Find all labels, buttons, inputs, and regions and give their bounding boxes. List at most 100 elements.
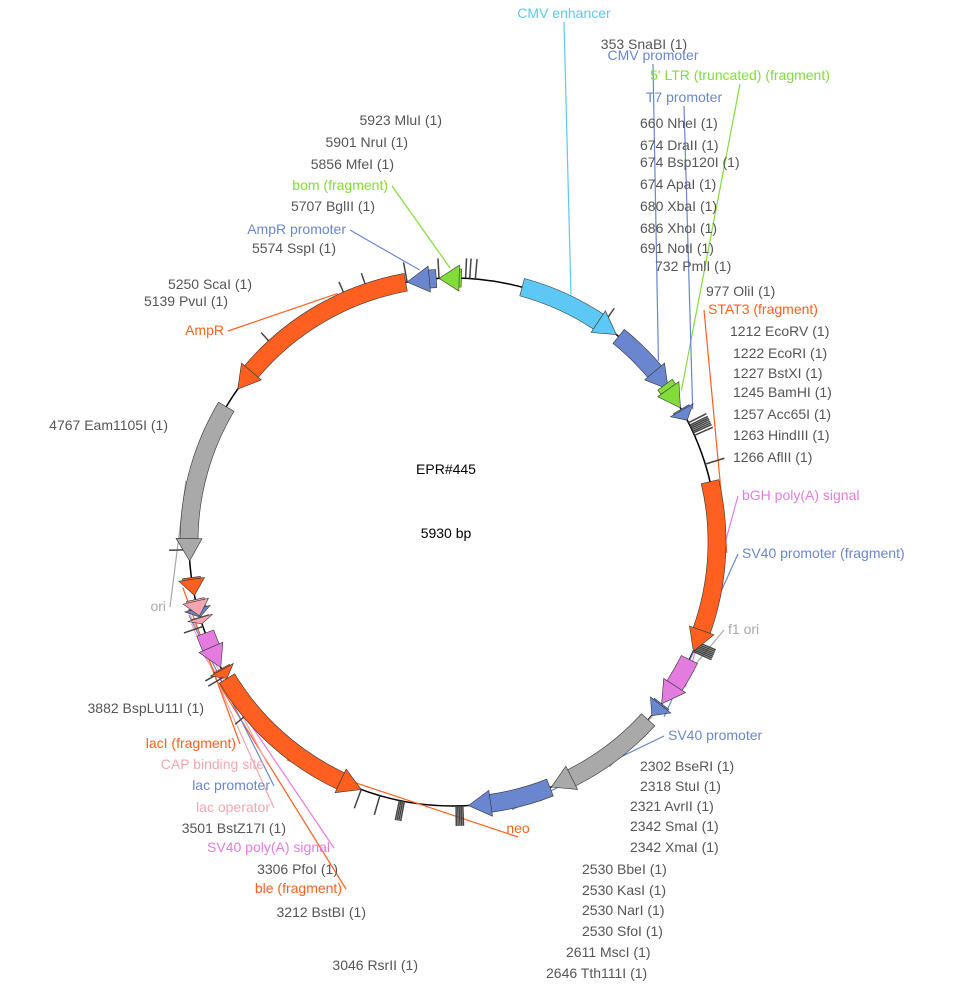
site-label: 5923 MluI (1) xyxy=(360,112,442,128)
feature-label: CMV enhancer xyxy=(517,5,611,21)
site-label: 674 DraII (1) xyxy=(640,137,719,153)
feature-leader-line xyxy=(563,21,572,295)
site-label: 1245 BamHI (1) xyxy=(733,384,832,400)
feature-arrow-sv40-promoter xyxy=(467,778,554,817)
site-label: 2530 BbeI (1) xyxy=(582,861,667,877)
feature-label: AmpR promoter xyxy=(247,221,346,237)
site-tick xyxy=(402,262,408,283)
feature-arrow-neo xyxy=(218,673,362,794)
site-label: 732 PmlI (1) xyxy=(655,258,731,274)
site-tick xyxy=(394,800,401,821)
site-ticks xyxy=(169,258,725,826)
site-label: 1212 EcoRV (1) xyxy=(730,323,829,339)
site-tick xyxy=(464,258,468,279)
site-label: 3882 BspLU11I (1) xyxy=(88,700,204,716)
site-label: 3306 PfoI (1) xyxy=(257,861,338,877)
site-label: 2646 Tth111I (1) xyxy=(546,965,647,981)
feature-label: SV40 promoter (fragment) xyxy=(742,545,905,561)
site-label: 5574 SspI (1) xyxy=(252,240,336,256)
site-tick xyxy=(462,805,465,826)
feature-arrow-bom-fragment xyxy=(438,264,462,292)
site-tick xyxy=(690,418,710,429)
feature-arrow-laci-fragment xyxy=(178,576,206,596)
site-label: 2318 StuI (1) xyxy=(640,778,721,794)
site-tick xyxy=(398,801,404,821)
feature-arrow-t7-promoter xyxy=(669,403,694,421)
site-tick xyxy=(353,789,362,809)
feature-label: neo xyxy=(506,820,530,836)
site-label: 2321 AvrII (1) xyxy=(630,798,714,814)
feature-leader-line xyxy=(652,63,660,361)
feature-leader-line xyxy=(349,229,420,271)
site-label: 2302 BseRI (1) xyxy=(640,758,734,774)
feature-label: 5' LTR (truncated) (fragment) xyxy=(650,67,830,83)
site-label: 3501 BstZ17I (1) xyxy=(182,820,286,836)
feature-label: lacI (fragment) xyxy=(146,735,236,751)
site-tick xyxy=(705,457,725,465)
site-label: 5707 BglII (1) xyxy=(291,198,375,214)
feature-leader-line xyxy=(683,105,694,410)
feature-arrow-cmv-enhancer xyxy=(519,278,617,336)
site-label: 3212 BstBI (1) xyxy=(277,904,367,920)
feature-arrow-ampr-promoter xyxy=(406,265,438,293)
feature-label: SV40 promoter xyxy=(668,727,762,743)
feature-label: CMV promoter xyxy=(607,47,698,63)
site-tick xyxy=(693,423,712,434)
feature-label: bom (fragment) xyxy=(292,177,388,193)
site-label: 977 OliI (1) xyxy=(706,283,775,299)
feature-arrow-sv40-promoter-fragment xyxy=(650,696,672,716)
site-label: 680 XbaI (1) xyxy=(640,198,717,214)
site-label: 1227 BstXI (1) xyxy=(733,365,823,381)
feature-label: SV40 poly(A) signal xyxy=(207,839,330,855)
site-label: 353 SnaBI (1) xyxy=(601,36,687,52)
feature-arrow-ori xyxy=(175,401,235,562)
site-tick xyxy=(688,413,707,424)
feature-label: f1 ori xyxy=(728,621,759,637)
site-tick xyxy=(690,417,709,428)
site-label: 5856 MfeI (1) xyxy=(311,156,394,172)
feature-label: AmpR xyxy=(185,322,224,338)
site-tick xyxy=(460,805,463,826)
feature-arrow-lac-operator xyxy=(187,613,213,625)
feature-label: lac promoter xyxy=(192,777,270,793)
site-tick xyxy=(373,795,381,816)
feature-label: ble (fragment) xyxy=(255,880,342,896)
site-label: 1263 HindIII (1) xyxy=(733,427,830,443)
site-tick xyxy=(689,415,709,426)
site-tick xyxy=(693,649,713,659)
site-tick xyxy=(692,422,712,432)
site-tick xyxy=(469,258,472,279)
feature-arrow-cmv-promoter xyxy=(612,328,669,390)
feature-leader-line xyxy=(391,185,451,269)
feature-label: ori xyxy=(150,598,166,614)
feature-arrow-f1-ori xyxy=(550,713,656,790)
feature-arrow-cap-binding-site xyxy=(182,597,209,617)
feature-arrow-ltr-fragment xyxy=(657,378,681,409)
site-label: 2530 SfoI (1) xyxy=(582,923,663,939)
plasmid-size: 5930 bp xyxy=(421,525,472,541)
site-label: 1257 Acc65I (1) xyxy=(733,406,831,422)
plasmid-name: EPR#445 xyxy=(416,461,476,477)
site-tick xyxy=(399,801,406,822)
feature-label: STAT3 (fragment) xyxy=(708,301,818,317)
site-tick xyxy=(694,647,714,658)
feature-label: T7 promoter xyxy=(646,89,723,105)
site-tick xyxy=(692,650,712,661)
feature-arrow-ampr xyxy=(237,273,408,390)
site-tick xyxy=(694,426,714,437)
site-label: 2530 NarI (1) xyxy=(582,902,664,918)
site-label: 674 ApaI (1) xyxy=(640,176,716,192)
feature-label: lac operator xyxy=(196,799,270,815)
site-tick xyxy=(183,625,204,634)
site-label: 5250 ScaI (1) xyxy=(168,276,252,292)
site-label: 5901 NruI (1) xyxy=(326,134,408,150)
site-label: 674 Bsp120I (1) xyxy=(640,154,740,170)
site-label: 4767 Eam1105I (1) xyxy=(49,417,168,433)
site-tick xyxy=(694,646,714,656)
feature-arrow-ble-fragment xyxy=(209,662,234,679)
site-tick xyxy=(474,258,478,280)
site-label: 2530 KasI (1) xyxy=(582,882,666,898)
feature-arrow-bgh-polya xyxy=(661,655,698,705)
site-label: 3046 RsrII (1) xyxy=(332,957,418,973)
